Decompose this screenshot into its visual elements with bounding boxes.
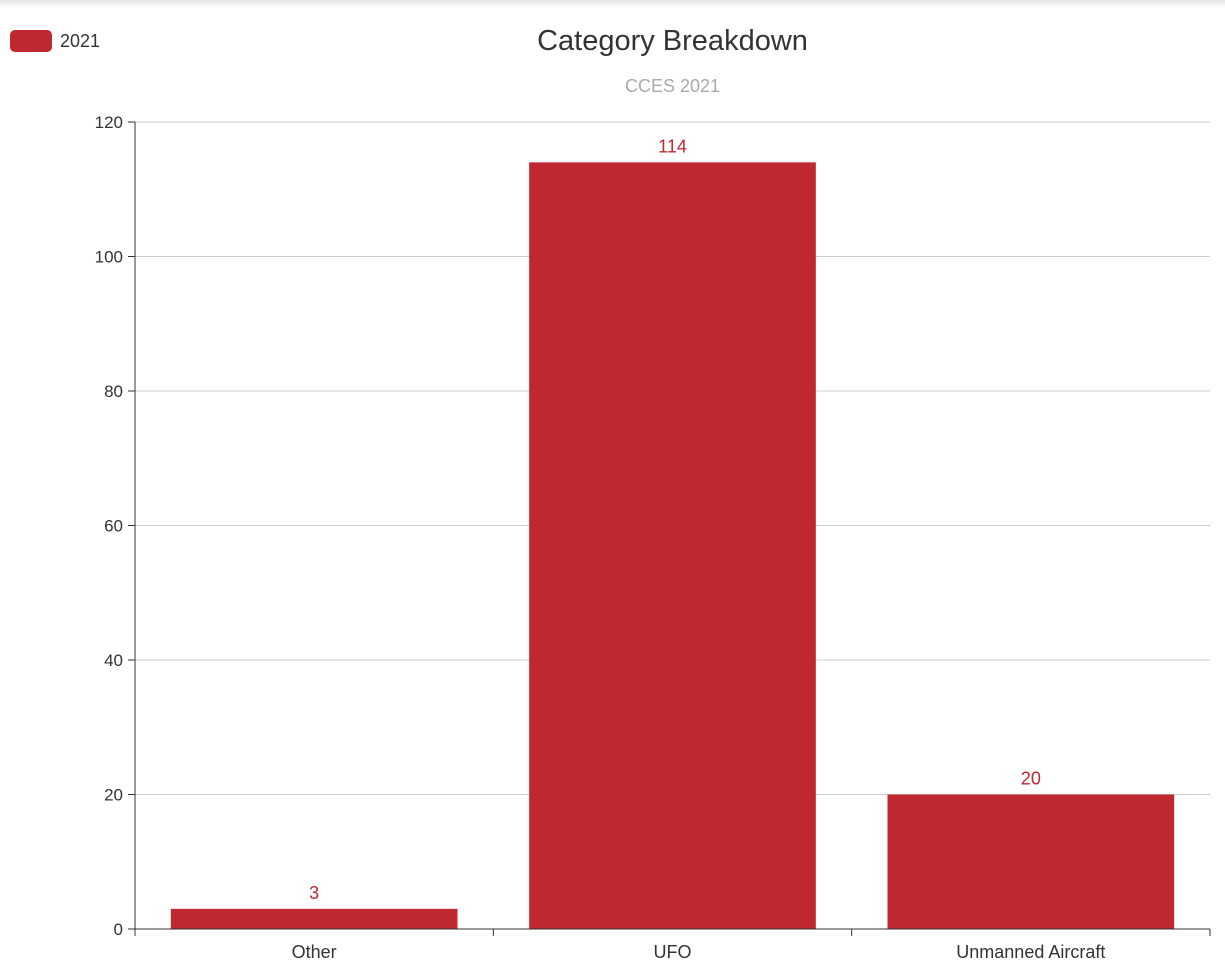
labels: 0 20 40 60 80 100 120 3 Other 114 UFO 20 Unmanned Ai…: [95, 113, 1106, 962]
chart-subtitle: CCES 2021: [624, 76, 721, 96]
bars: [170, 162, 1175, 930]
axes: [128, 121, 1211, 936]
legend-label: 2021: [60, 30, 101, 51]
x-tick-label: Unmanned Aircraft: [956, 942, 1105, 962]
y-tick-label: 120: [95, 113, 123, 132]
bar-ufo: [529, 162, 816, 930]
top-border: [0, 0, 1225, 8]
bar-value-label: 20: [1021, 769, 1041, 789]
bar-value-label: 114: [658, 136, 687, 156]
bar-unmanned-aircraft: [887, 794, 1175, 929]
bar-other: [170, 908, 458, 929]
x-tick-label: Other: [292, 942, 337, 962]
y-tick-label: 60: [104, 517, 123, 536]
chart-title: Category Breakdown: [537, 25, 808, 57]
legend[interactable]: 2021: [10, 30, 100, 52]
y-tick-label: 100: [95, 248, 123, 267]
bar-value-label: 3: [309, 883, 319, 903]
x-tick-label: UFO: [654, 942, 692, 962]
y-tick-label: 0: [114, 920, 123, 939]
y-tick-label: 20: [104, 786, 123, 805]
legend-swatch: [10, 30, 52, 52]
y-tick-label: 40: [104, 651, 123, 670]
y-tick-label: 80: [104, 382, 123, 401]
